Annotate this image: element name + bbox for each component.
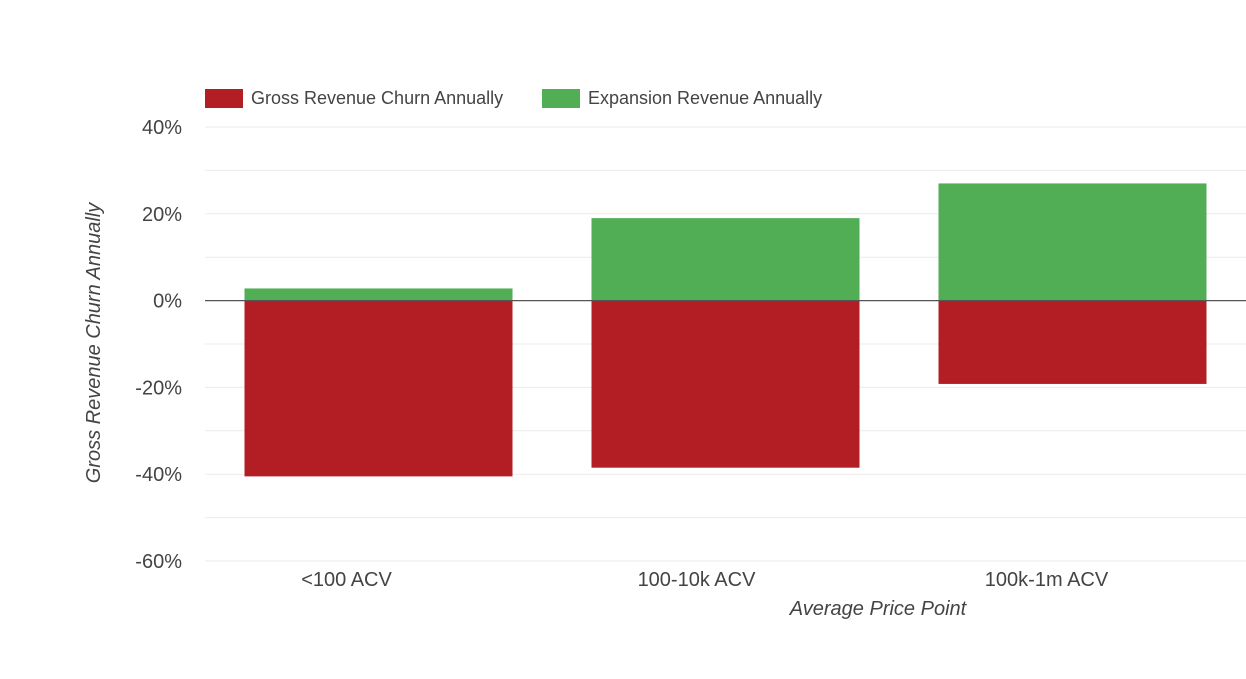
- y-tick-label: 20%: [142, 204, 182, 226]
- legend-swatch: [205, 89, 243, 108]
- bar-churn-2: [938, 300, 1207, 384]
- y-tick-label: -40%: [135, 464, 182, 486]
- bar-expansion-1: [591, 218, 860, 301]
- y-tick-label: 40%: [142, 117, 182, 139]
- y-tick-label: 0%: [153, 291, 182, 313]
- legend-label: Gross Revenue Churn Annually: [251, 88, 503, 108]
- bars: [244, 183, 1207, 477]
- x-tick-label: <100 ACV: [301, 569, 392, 591]
- x-tick-label: 100-10k ACV: [638, 569, 757, 591]
- bar-churn-1: [591, 300, 860, 468]
- y-tick-label: -60%: [135, 551, 182, 573]
- y-tick-label: -20%: [135, 377, 182, 399]
- bar-expansion-0: [244, 288, 513, 301]
- bar-churn-0: [244, 300, 513, 477]
- y-axis-title: Gross Revenue Churn Annually: [83, 202, 105, 484]
- x-tick-labels: <100 ACV 100-10k ACV 100k-1m ACV: [301, 569, 1109, 591]
- legend-item: Expansion Revenue Annually: [542, 88, 822, 108]
- x-tick-label: 100k-1m ACV: [985, 569, 1109, 591]
- legend-swatch: [542, 89, 580, 108]
- y-tick-labels: 40% 20% 0% -20% -40% -60%: [135, 117, 182, 573]
- legend-label: Expansion Revenue Annually: [588, 88, 822, 108]
- legend: Gross Revenue Churn Annually Expansion Re…: [205, 88, 822, 108]
- x-axis-title: Average Price Point: [789, 598, 968, 620]
- bar-expansion-2: [938, 183, 1207, 301]
- legend-item: Gross Revenue Churn Annually: [205, 88, 503, 108]
